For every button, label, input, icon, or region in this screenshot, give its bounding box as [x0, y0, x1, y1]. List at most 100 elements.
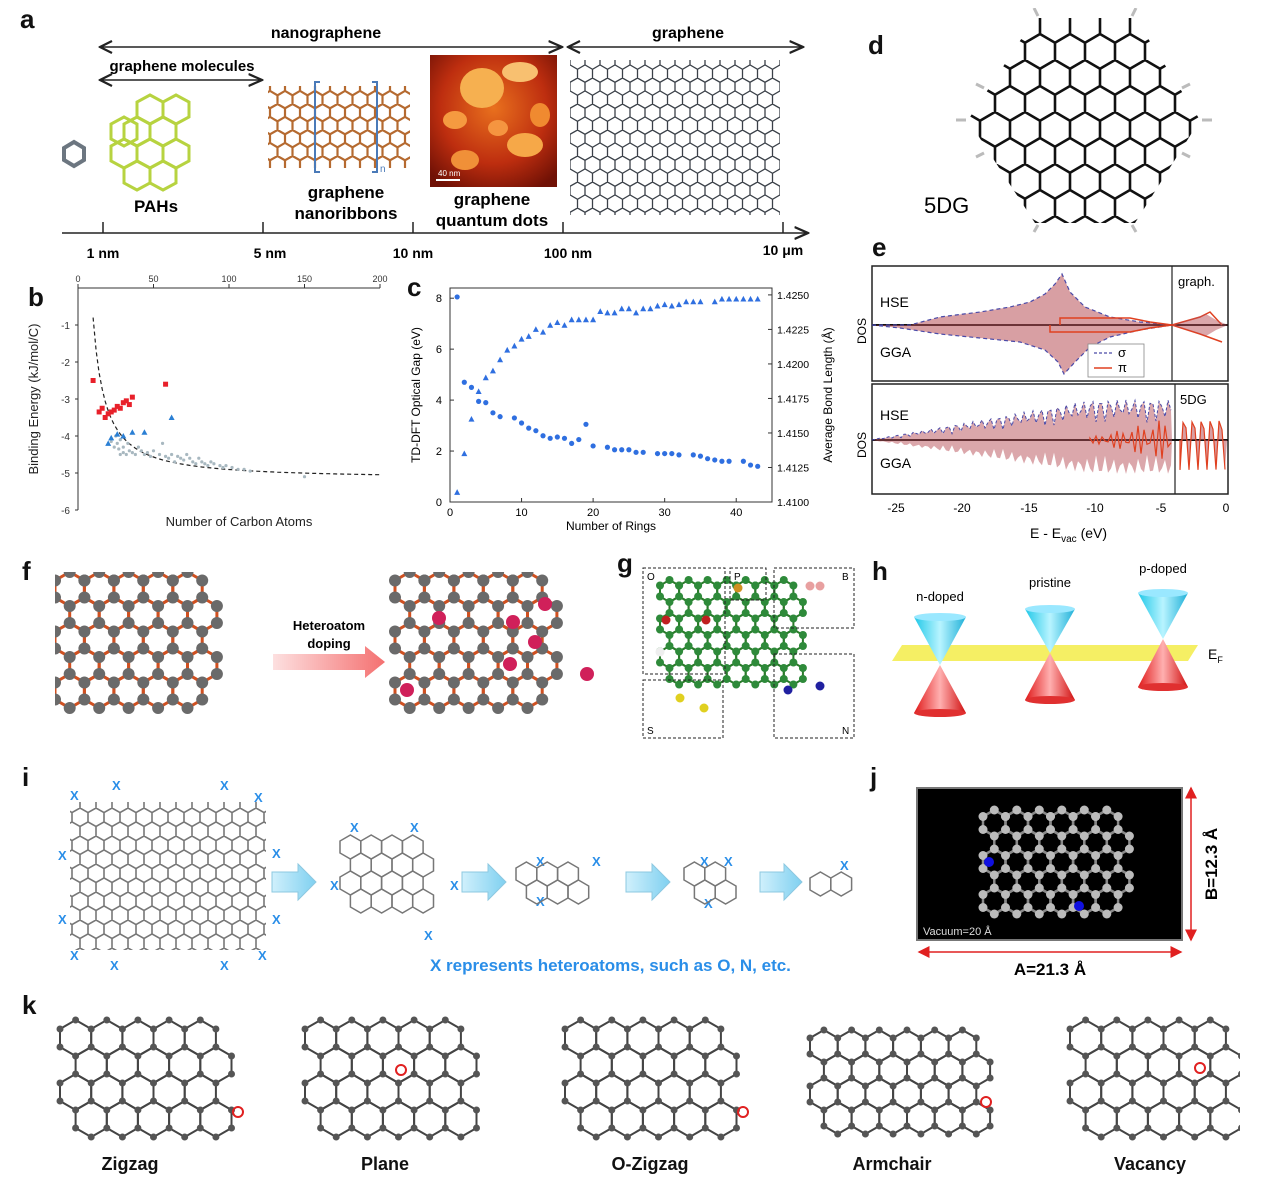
panel-e-dos-plots: HSE GGA graph. DOS σ π HSE GGA 5DG DOS -…: [855, 265, 1230, 545]
atom: [395, 1025, 402, 1033]
atom: [150, 1079, 157, 1087]
atom: [181, 651, 194, 663]
heteroatom-x: X: [700, 854, 709, 869]
c-gap-point: [640, 449, 646, 455]
atom: [181, 1133, 189, 1141]
atom: [741, 664, 750, 672]
atom: [684, 598, 693, 606]
b-point: [96, 409, 102, 415]
atom: [675, 680, 684, 689]
atom: [1097, 1097, 1105, 1105]
atom: [686, 1097, 694, 1105]
atom: [134, 1016, 142, 1024]
atom: [931, 1106, 939, 1114]
c-y2label: Average Bond Length (Å): [820, 327, 835, 462]
b-xtick-label: 150: [297, 274, 312, 284]
atom: [713, 680, 722, 689]
atom: [889, 1098, 897, 1106]
c-bond-point: [582, 316, 589, 323]
dos-legend: [1087, 343, 1145, 378]
atom: [150, 1025, 157, 1033]
atom: [492, 617, 505, 629]
c-xtick-label: 40: [730, 507, 742, 519]
atom: [506, 693, 519, 706]
nanographene-label: nanographene: [271, 25, 381, 42]
k-label-armchair: Armchair: [852, 1154, 932, 1174]
atom: [506, 676, 519, 689]
c-gap-point: [611, 447, 618, 453]
b-point: [115, 441, 119, 445]
atom: [986, 1106, 994, 1114]
atom: [118, 1097, 126, 1105]
c-gap-point: [511, 415, 517, 421]
atom: [592, 1043, 600, 1051]
atom: [152, 600, 165, 612]
atom: [165, 1124, 173, 1132]
atom: [751, 625, 760, 634]
dos-bottom-side-pi: [1179, 419, 1226, 470]
atom: [1191, 1097, 1199, 1105]
c-bond-point: [532, 326, 539, 332]
atom: [789, 658, 798, 667]
b-point: [141, 429, 148, 435]
atom: [703, 631, 712, 639]
c-ytick-label: 0: [436, 497, 442, 509]
atom: [1066, 1043, 1074, 1051]
heteroatom-x: X: [536, 854, 545, 869]
atom: [561, 1043, 569, 1051]
c-gap-point: [461, 379, 467, 385]
atom: [122, 702, 135, 714]
panel-c-label: c: [407, 272, 422, 302]
b-point: [130, 451, 134, 455]
c-bond-point: [654, 302, 661, 309]
atom: [861, 1082, 869, 1090]
heteroatom-x: X: [220, 780, 229, 793]
atom: [978, 812, 988, 821]
dos-bottom-hse: HSE: [880, 407, 909, 423]
atom: [1113, 1070, 1121, 1078]
atom: [473, 1052, 480, 1060]
c-gap-point: [540, 433, 546, 439]
c-xtick-label: 30: [659, 507, 671, 519]
atom: [56, 1025, 64, 1033]
heteroatom: [805, 581, 815, 591]
atom: [447, 676, 460, 689]
hex-ring: [370, 888, 393, 914]
atom: [694, 614, 703, 623]
atom: [717, 1097, 725, 1105]
c-bond-point: [675, 301, 682, 308]
b-point: [129, 429, 136, 435]
atom: [477, 642, 490, 655]
atom: [1128, 1097, 1136, 1105]
c-bond-point: [726, 295, 733, 302]
atom: [410, 1070, 418, 1078]
atom: [196, 1070, 204, 1078]
atom: [389, 591, 401, 604]
atom: [477, 676, 490, 689]
atom: [1191, 1079, 1199, 1087]
atom: [760, 675, 769, 683]
b-point: [188, 456, 192, 460]
atom: [1128, 1079, 1136, 1087]
atom: [363, 1133, 371, 1141]
atom: [623, 1097, 631, 1105]
atom: [137, 625, 150, 638]
atom: [1079, 870, 1089, 880]
atom: [686, 1043, 694, 1051]
atom: [137, 574, 150, 587]
b-point: [236, 467, 240, 471]
c-bond-point: [554, 319, 561, 326]
atom: [1113, 1124, 1121, 1132]
atom: [181, 668, 194, 680]
atom: [166, 642, 179, 655]
atom: [798, 664, 807, 672]
atom: [166, 693, 179, 706]
tick-100nm: 100 nm: [544, 245, 592, 261]
atom: [492, 600, 505, 612]
large-molecule: [70, 802, 266, 950]
c-ytick-label: 6: [436, 344, 442, 356]
atom: [722, 642, 731, 650]
atom: [713, 658, 722, 667]
atom: [1057, 909, 1067, 919]
c-gap-point: [626, 447, 632, 453]
